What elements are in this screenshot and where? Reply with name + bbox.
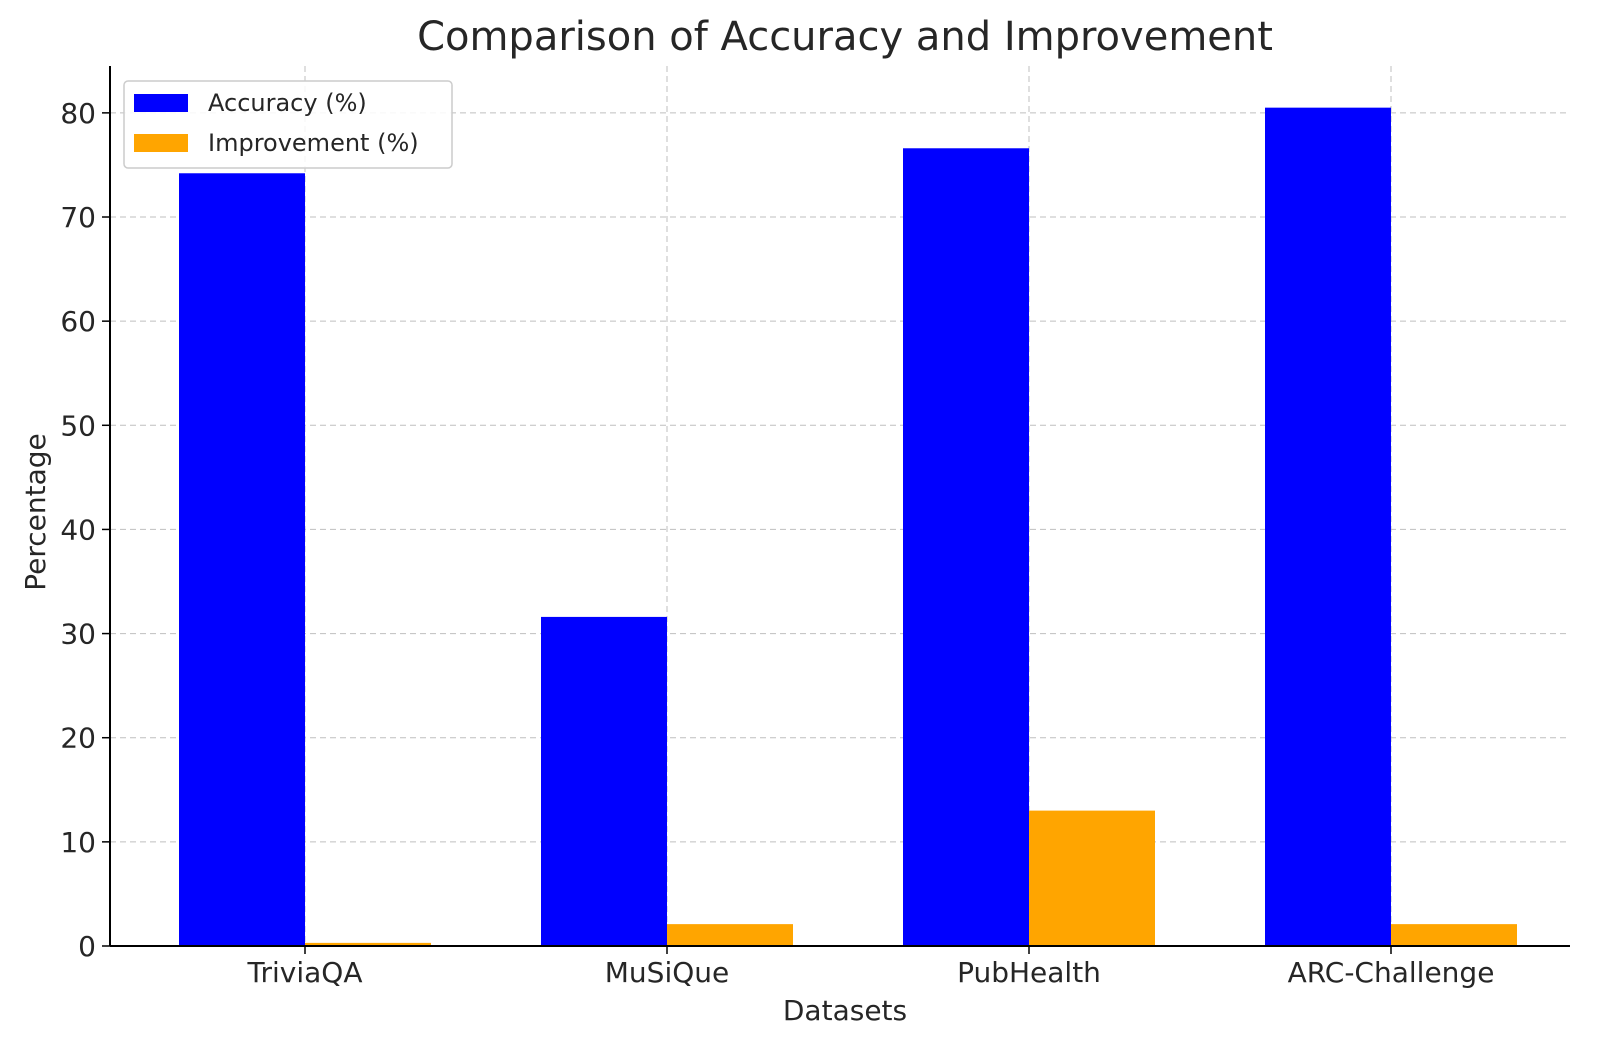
- y-tick-label: 10: [60, 826, 96, 859]
- bar-improvement-musique: [667, 924, 793, 946]
- legend-swatch: [134, 94, 188, 112]
- y-tick-label: 20: [60, 722, 96, 755]
- y-axis-label: Percentage: [19, 433, 52, 591]
- bar-improvement-arc-challenge: [1391, 924, 1517, 946]
- legend: Accuracy (%) Improvement (%): [123, 80, 453, 169]
- y-axis-ticks: 0 10 20 30 40 50 60 70 80: [60, 97, 110, 963]
- bar-improvement-pubhealth: [1029, 810, 1155, 946]
- y-tick-label: 40: [60, 513, 96, 546]
- y-tick-label: 0: [78, 930, 96, 963]
- legend-entry: Improvement (%): [208, 129, 419, 157]
- bar-accuracy-musique: [541, 616, 667, 946]
- x-tick-label: PubHealth: [957, 956, 1101, 989]
- x-axis-ticks: TriviaQA MuSiQue PubHealth ARC-Challenge: [247, 946, 1495, 989]
- bar-improvement-triviaqa: [305, 942, 431, 946]
- bar-accuracy-triviaqa: [179, 173, 305, 947]
- chart-title: Comparison of Accuracy and Improvement: [417, 14, 1273, 60]
- x-tick-label: ARC-Challenge: [1288, 956, 1495, 989]
- y-tick-label: 50: [60, 409, 96, 442]
- bars: [179, 107, 1517, 947]
- legend-entry: Accuracy (%): [208, 89, 367, 117]
- bar-accuracy-arc-challenge: [1265, 107, 1391, 947]
- x-tick-label: TriviaQA: [247, 956, 363, 989]
- y-tick-label: 60: [60, 305, 96, 338]
- y-tick-label: 30: [60, 618, 96, 651]
- x-tick-label: MuSiQue: [605, 956, 729, 989]
- axes: [109, 66, 1570, 947]
- legend-frame: [123, 80, 453, 169]
- y-tick-label: 70: [60, 201, 96, 234]
- bar-accuracy-pubhealth: [903, 148, 1029, 946]
- legend-swatch: [134, 134, 188, 152]
- x-axis-label: Datasets: [783, 994, 907, 1027]
- y-tick-label: 80: [60, 97, 96, 130]
